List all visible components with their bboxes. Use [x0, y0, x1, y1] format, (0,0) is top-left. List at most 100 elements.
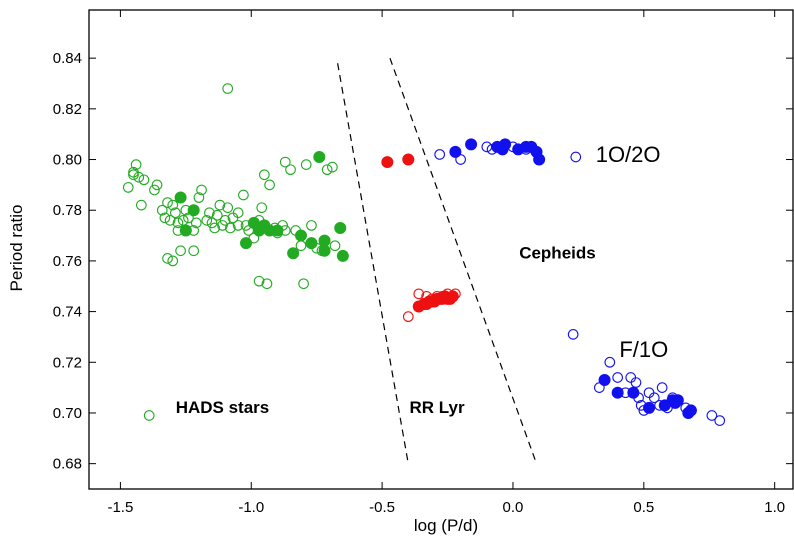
data-point-filled [381, 156, 394, 169]
data-point-open [201, 215, 213, 226]
data-point-filled [294, 229, 307, 242]
y-tick-label: 0.74 [53, 304, 82, 321]
y-tick-label: 0.82 [53, 101, 82, 118]
data-point-filled [446, 290, 459, 303]
data-point-open [219, 215, 231, 226]
y-tick-label: 0.84 [53, 50, 82, 67]
data-point-open [714, 415, 726, 426]
data-point-open [279, 156, 291, 168]
x-tick-label: -0.5 [369, 499, 395, 516]
data-point-open [402, 311, 414, 323]
data-point-open [327, 161, 338, 173]
data-point-open [206, 217, 218, 229]
y-axis-label: Period ratio [7, 205, 26, 292]
data-point-open [175, 245, 186, 257]
data-point-open [128, 169, 139, 181]
data-point-open [162, 197, 173, 208]
data-point-open [295, 240, 307, 252]
data-point-open [300, 159, 312, 170]
data-point-open [232, 220, 244, 231]
data-point-filled [271, 224, 284, 237]
data-points [122, 83, 726, 426]
data-point-filled [402, 153, 415, 166]
y-tick-label: 0.78 [53, 202, 82, 219]
data-point-open [648, 392, 660, 404]
data-point-open [238, 189, 249, 201]
data-point-open [232, 207, 244, 219]
data-point-open [133, 171, 145, 183]
data-point-filled [684, 404, 697, 417]
data-point-open [630, 377, 642, 388]
data-point-open [209, 222, 220, 234]
data-point-open [413, 288, 425, 300]
region-label: HADS stars [176, 398, 270, 417]
data-point-open [172, 217, 184, 229]
y-tick-label: 0.80 [53, 152, 82, 169]
data-point-open [217, 220, 228, 231]
data-point-open [143, 410, 155, 421]
data-point-open [151, 179, 163, 191]
data-point-open [196, 184, 207, 196]
region-boundary-line [337, 63, 409, 464]
data-point-open [167, 199, 179, 211]
data-point-open [149, 184, 160, 196]
data-point-filled [611, 386, 624, 399]
data-point-open [285, 164, 296, 176]
data-point-open [604, 356, 616, 368]
data-point-open [211, 209, 223, 221]
data-point-open [130, 159, 142, 170]
data-point-filled [598, 374, 611, 387]
axes: -1.5 -1.0 -0.5 0.0 0.5 1.0 0.68 0.70 0.72 0.74 0.7… [53, 9, 794, 516]
data-point-open [570, 151, 582, 163]
data-point-open [321, 164, 333, 176]
y-tick-label: 0.68 [53, 456, 82, 473]
data-point-open [329, 240, 341, 252]
data-point-filled [287, 247, 300, 260]
data-point-open [253, 275, 265, 287]
plot-frame [88, 9, 794, 490]
data-point-open [298, 278, 309, 290]
data-point-open [135, 199, 147, 211]
y-tick-label: 0.76 [53, 253, 82, 270]
data-point-open [261, 278, 273, 290]
data-point-filled [187, 204, 200, 217]
data-point-open [193, 192, 205, 203]
x-tick-label: 1.0 [764, 499, 785, 516]
data-point-open [156, 204, 168, 216]
boundary-lines [337, 57, 538, 464]
y-tick-label: 0.70 [53, 405, 82, 422]
data-point-filled [499, 138, 512, 151]
data-point-filled [671, 394, 684, 407]
x-tick-label: -1.0 [238, 499, 264, 516]
data-point-open [214, 199, 226, 211]
data-point-filled [449, 145, 462, 158]
data-point-open [224, 222, 236, 234]
data-point-filled [240, 237, 253, 250]
data-point-open [190, 217, 202, 229]
data-point-open [188, 245, 200, 257]
data-point-open [612, 372, 624, 383]
data-point-filled [318, 244, 331, 257]
data-point-open [204, 207, 215, 219]
data-point-filled [336, 249, 349, 262]
data-point-open [170, 207, 181, 219]
data-point-filled [313, 150, 326, 163]
data-point-open [222, 202, 234, 214]
region-label: 1O/2O [596, 142, 661, 167]
data-point-filled [318, 234, 331, 247]
data-point-open [306, 220, 317, 231]
data-point-filled [305, 237, 318, 250]
data-point-open [164, 215, 176, 226]
region-label: RR Lyr [410, 398, 465, 417]
data-point-open [706, 410, 718, 421]
data-point-open [138, 174, 150, 186]
data-point-open [122, 182, 134, 193]
data-point-open [167, 255, 179, 267]
data-point-filled [179, 224, 192, 237]
data-point-open [159, 212, 171, 224]
x-tick-label: 0.0 [503, 499, 524, 516]
x-tick-label: 0.5 [633, 499, 654, 516]
x-tick-label: -1.5 [107, 499, 133, 516]
data-point-open [222, 83, 234, 94]
